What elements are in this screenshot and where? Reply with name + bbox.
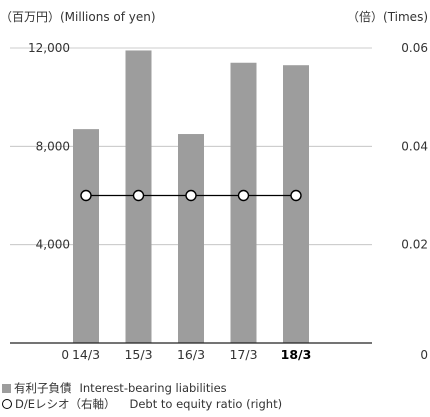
category-label: 17/3 bbox=[229, 347, 257, 362]
left-tick-label: 0 bbox=[61, 348, 69, 362]
bar-14-3 bbox=[73, 129, 99, 343]
legend-line-label-en: Debt to equity ratio (right) bbox=[129, 397, 283, 411]
legend-bar-entry: 有利子負債 Interest-bearing liabilities bbox=[2, 380, 227, 396]
right-tick-label: 0 bbox=[420, 348, 428, 362]
de-ratio-point-16-3 bbox=[185, 189, 197, 202]
category-label: 16/3 bbox=[177, 347, 205, 362]
legend-line-marker bbox=[2, 399, 12, 409]
left-tick-label: 12,000 bbox=[28, 41, 70, 55]
category-label: 14/3 bbox=[72, 347, 100, 362]
legend-line-entry: D/Eレシオ（右軸） Debt to equity ratio (right) bbox=[2, 396, 282, 412]
left-axis-title: （百万円）(Millions of yen) bbox=[0, 10, 156, 24]
de-ratio-point-14-3 bbox=[80, 189, 92, 202]
legend-bar-label-en: Interest-bearing liabilities bbox=[79, 381, 227, 395]
left-tick-label: 8,000 bbox=[36, 139, 70, 153]
bar-17-3 bbox=[230, 62, 257, 343]
left-tick-label: 4,000 bbox=[36, 238, 70, 252]
legend-bar-label-ja: 有利子負債 bbox=[14, 381, 72, 395]
bar-16-3 bbox=[178, 134, 204, 343]
right-tick-label: 0.06 bbox=[401, 41, 428, 55]
bar-18-3 bbox=[283, 65, 309, 343]
de-ratio-point-17-3 bbox=[237, 189, 250, 202]
right-tick-label: 0.02 bbox=[401, 238, 428, 252]
de-ratio-point-15-3 bbox=[132, 189, 145, 202]
right-axis-title: （倍）(Times) bbox=[347, 9, 428, 24]
legend-line-label-ja: D/Eレシオ（右軸） bbox=[15, 397, 116, 411]
de-ratio-point-18-3 bbox=[290, 189, 302, 202]
category-label: 15/3 bbox=[124, 347, 152, 362]
right-tick-label: 0.04 bbox=[401, 139, 428, 153]
legend-bar-swatch bbox=[2, 384, 11, 393]
category-label: 18/3 bbox=[281, 347, 312, 362]
